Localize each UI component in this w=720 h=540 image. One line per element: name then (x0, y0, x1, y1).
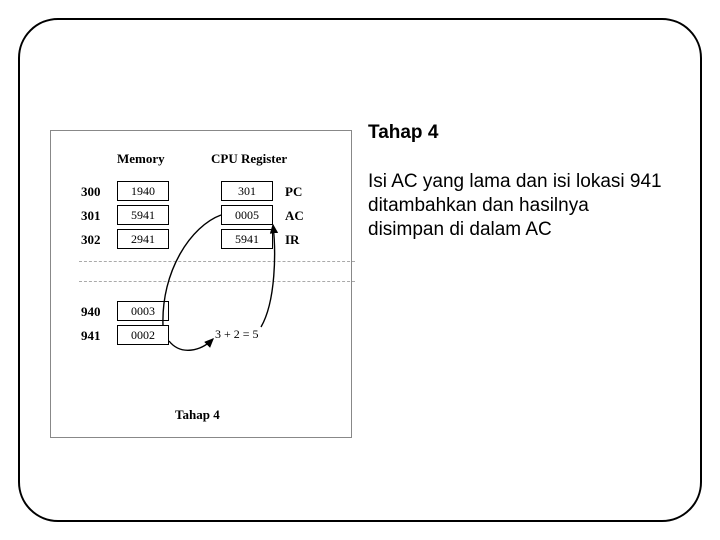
reg-cell: 0005 (221, 205, 273, 225)
reg-label: IR (285, 232, 299, 248)
memory-cpu-diagram: Memory CPU Register 300 1940 301 5941 30… (50, 130, 352, 438)
header-memory: Memory (117, 151, 165, 167)
mem-addr: 302 (81, 232, 101, 248)
mem-cell: 5941 (117, 205, 169, 225)
mem-addr: 301 (81, 208, 101, 224)
reg-label: AC (285, 208, 304, 224)
step-description: Isi AC yang lama dan isi lokasi 941 dita… (368, 170, 668, 241)
text-column: Tahap 4 Isi AC yang lama dan isi lokasi … (368, 122, 668, 241)
separator-dash (79, 281, 355, 282)
mem-cell: 0003 (117, 301, 169, 321)
reg-cell: 5941 (221, 229, 273, 249)
step-title: Tahap 4 (368, 122, 668, 144)
header-cpu: CPU Register (211, 151, 287, 167)
mem-addr: 940 (81, 304, 101, 320)
mem-cell: 2941 (117, 229, 169, 249)
mem-cell: 1940 (117, 181, 169, 201)
arrows-svg (51, 131, 353, 439)
diagram-caption: Tahap 4 (175, 407, 220, 423)
separator-dash (79, 261, 355, 262)
mem-addr: 300 (81, 184, 101, 200)
reg-label: PC (285, 184, 302, 200)
reg-cell: 301 (221, 181, 273, 201)
mem-addr: 941 (81, 328, 101, 344)
equation-text: 3 + 2 = 5 (215, 327, 259, 342)
mem-cell: 0002 (117, 325, 169, 345)
